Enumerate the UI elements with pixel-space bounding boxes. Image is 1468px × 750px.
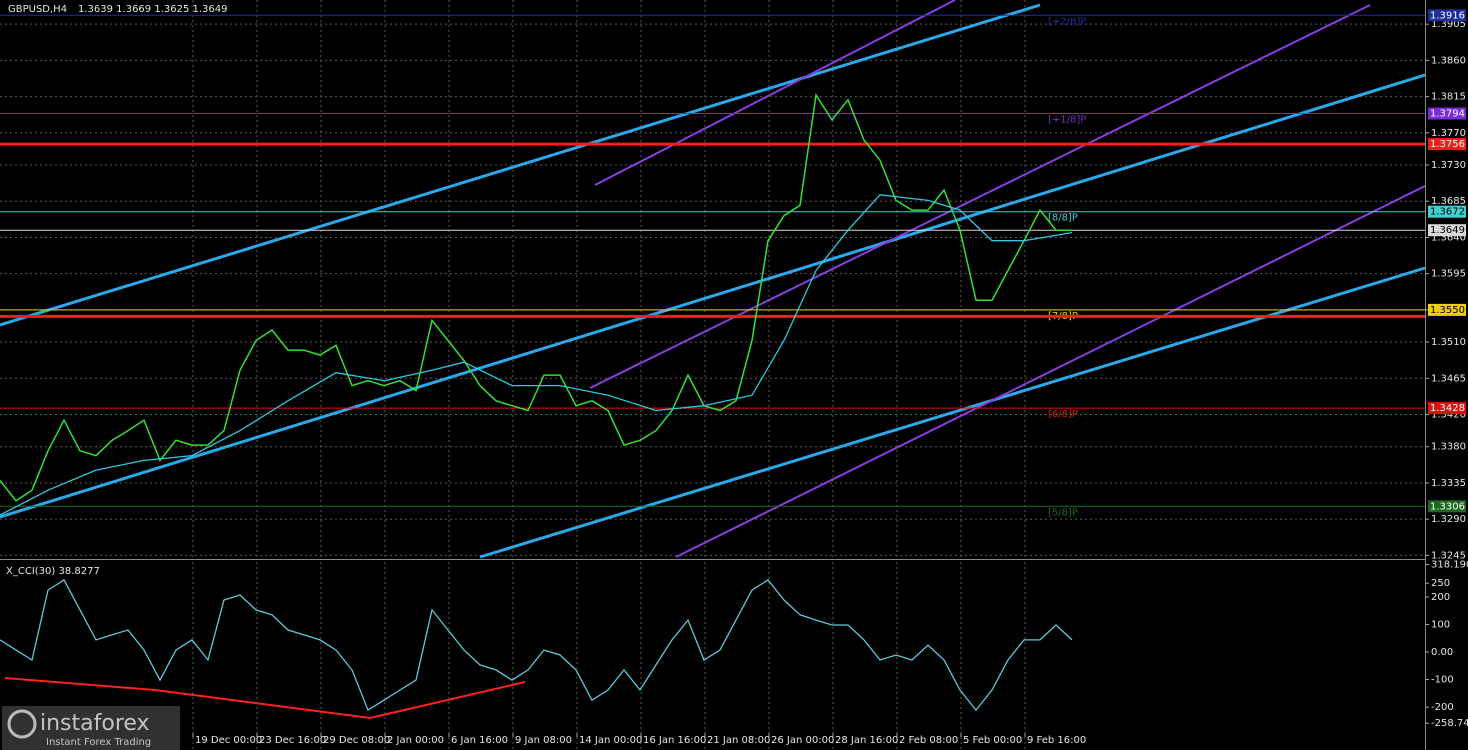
x-tick-label: 2 Jan 00:00 — [387, 735, 444, 746]
channel-line — [0, 3, 1041, 327]
level-tag: [5/8]P — [1048, 507, 1078, 518]
y-tick-label: 318.1904 — [1431, 559, 1468, 570]
level-tag: [8/8]P — [1048, 213, 1078, 224]
watermark-brand: instaforex — [40, 711, 150, 736]
y-tick-label: 100 — [1431, 619, 1450, 630]
y-tick-label: 1.3595 — [1431, 269, 1466, 280]
level-price-label: 1.3306 — [1430, 501, 1465, 512]
level-price-box — [1428, 224, 1466, 237]
x-tick-label: 6 Jan 16:00 — [451, 735, 508, 746]
channel-line — [0, 73, 1426, 519]
x-tick-label: 21 Jan 08:00 — [707, 735, 770, 746]
y-tick-label: 1.3905 — [1431, 19, 1466, 30]
y-tick-label: 1.3380 — [1431, 442, 1466, 453]
watermark-slogan: Instant Forex Trading — [46, 737, 151, 748]
level-price-box — [1428, 205, 1466, 218]
grid — [0, 0, 1425, 750]
level-price-label: 1.3672 — [1430, 207, 1465, 218]
x-tick-label: 9 Jan 08:00 — [515, 735, 572, 746]
divergence-line — [4, 677, 526, 720]
level-price-box — [1428, 303, 1466, 316]
level-price-label: 1.3756 — [1430, 139, 1465, 150]
y-tick-label: 1.3685 — [1431, 196, 1466, 207]
watermark-logo — [7, 709, 37, 739]
level-price-label: 1.3550 — [1430, 305, 1465, 316]
level-price-box — [1428, 107, 1466, 120]
drawing-objects — [0, 0, 1426, 720]
y-tick-label: -200 — [1431, 702, 1454, 713]
y-tick-label: 250 — [1431, 578, 1450, 589]
y-tick-label: 1.3815 — [1431, 92, 1466, 103]
level-price-label: 1.3794 — [1430, 108, 1465, 119]
x-tick-label: 19 Dec 00:00 — [195, 735, 262, 746]
level-tag: [+2/8]P — [1048, 16, 1086, 27]
indicator-title: X_CCI(30) 38.8277 — [6, 566, 100, 577]
y-tick-label: 1.3245 — [1431, 550, 1466, 561]
y-tick-label: 1.3290 — [1431, 514, 1466, 525]
y-tick-label: 1.3640 — [1431, 232, 1466, 243]
level-price-label: 1.3649 — [1430, 225, 1465, 236]
ohlc: 1.3639 1.3669 1.3625 1.3649 — [78, 4, 228, 15]
watermark: instaforex Instant Forex Trading — [2, 706, 180, 750]
x-tick-label: 29 Dec 08:00 — [323, 735, 390, 746]
y-tick-label: -258.742 — [1431, 718, 1468, 729]
y-tick-label: 1.3510 — [1431, 337, 1466, 348]
y-tick-label: 1.3465 — [1431, 373, 1466, 384]
x-tick-label: 9 Feb 16:00 — [1027, 735, 1086, 746]
y-tick-label: 1.3730 — [1431, 160, 1466, 171]
level-price-label: 1.3916 — [1430, 10, 1465, 21]
y-tick-label: -100 — [1431, 675, 1454, 686]
y-tick-label: 0.00 — [1431, 647, 1453, 658]
indicator-line — [0, 194, 1073, 516]
level-price-box — [1428, 500, 1466, 513]
y-tick-label: 1.3770 — [1431, 128, 1466, 139]
level-price-box — [1428, 402, 1466, 415]
chart-title: GBPUSD,H4 — [8, 4, 67, 15]
x-tick-label: 28 Jan 16:00 — [835, 735, 898, 746]
level-price-label: 1.3428 — [1430, 403, 1465, 414]
y-tick-label: 1.3420 — [1431, 410, 1466, 421]
price-line — [0, 92, 1072, 502]
x-tick-label: 14 Jan 00:00 — [579, 735, 642, 746]
level-tag: [6/8]P — [1048, 409, 1078, 420]
x-tick-label: 5 Feb 00:00 — [963, 735, 1022, 746]
y-tick-label: 1.3335 — [1431, 478, 1466, 489]
channel-line — [589, 4, 1371, 389]
level-tag: [+1/8]P — [1048, 114, 1086, 125]
indicator-line — [0, 578, 1073, 712]
x-tick-label: 16 Jan 16:00 — [643, 735, 706, 746]
channel-line — [594, 0, 956, 186]
y-tick-label: 200 — [1431, 592, 1450, 603]
x-tick-label: 2 Feb 08:00 — [899, 735, 958, 746]
y-tick-label: 1.3860 — [1431, 55, 1466, 66]
x-tick-label: 23 Dec 16:00 — [259, 735, 326, 746]
level-price-box — [1428, 138, 1466, 151]
level-price-box — [1428, 9, 1466, 22]
plot — [0, 92, 1073, 712]
x-tick-label: 26 Jan 00:00 — [771, 735, 834, 746]
channel-line — [675, 185, 1426, 558]
